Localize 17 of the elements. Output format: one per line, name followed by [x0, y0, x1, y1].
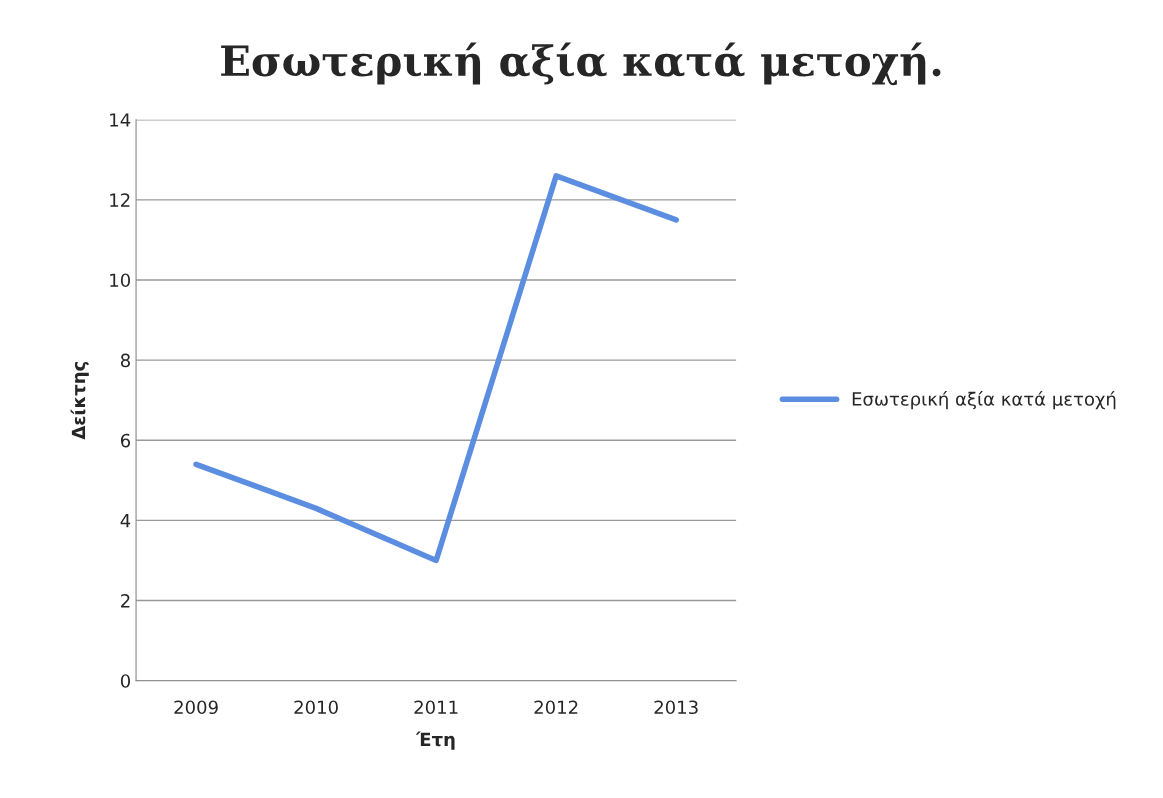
x-tick-label: 2012 — [534, 700, 578, 715]
x-tick-label: 2009 — [174, 700, 218, 715]
chart-title: Εσωτερική αξία κατά μετοχή. — [221, 42, 941, 86]
x-axis-title: Έτη — [415, 731, 455, 750]
y-tick-label: 2 — [121, 594, 130, 608]
legend-label: Εσωτερική αξία κατά μετοχή — [852, 391, 1116, 410]
y-tick-label: 0 — [120, 674, 131, 688]
y-tick-label: 10 — [110, 273, 131, 288]
y-tick-label: 8 — [120, 353, 130, 368]
y-tick-label: 14 — [110, 113, 131, 127]
y-tick-label: 6 — [120, 433, 131, 448]
x-tick-label: 2013 — [654, 700, 698, 715]
y-axis-title: Δείκτης — [70, 361, 89, 440]
y-tick-label: 4 — [120, 514, 131, 528]
x-tick-label: 2010 — [294, 700, 338, 715]
y-tick-label: 12 — [110, 193, 130, 207]
x-tick-label: 2011 — [414, 700, 458, 715]
